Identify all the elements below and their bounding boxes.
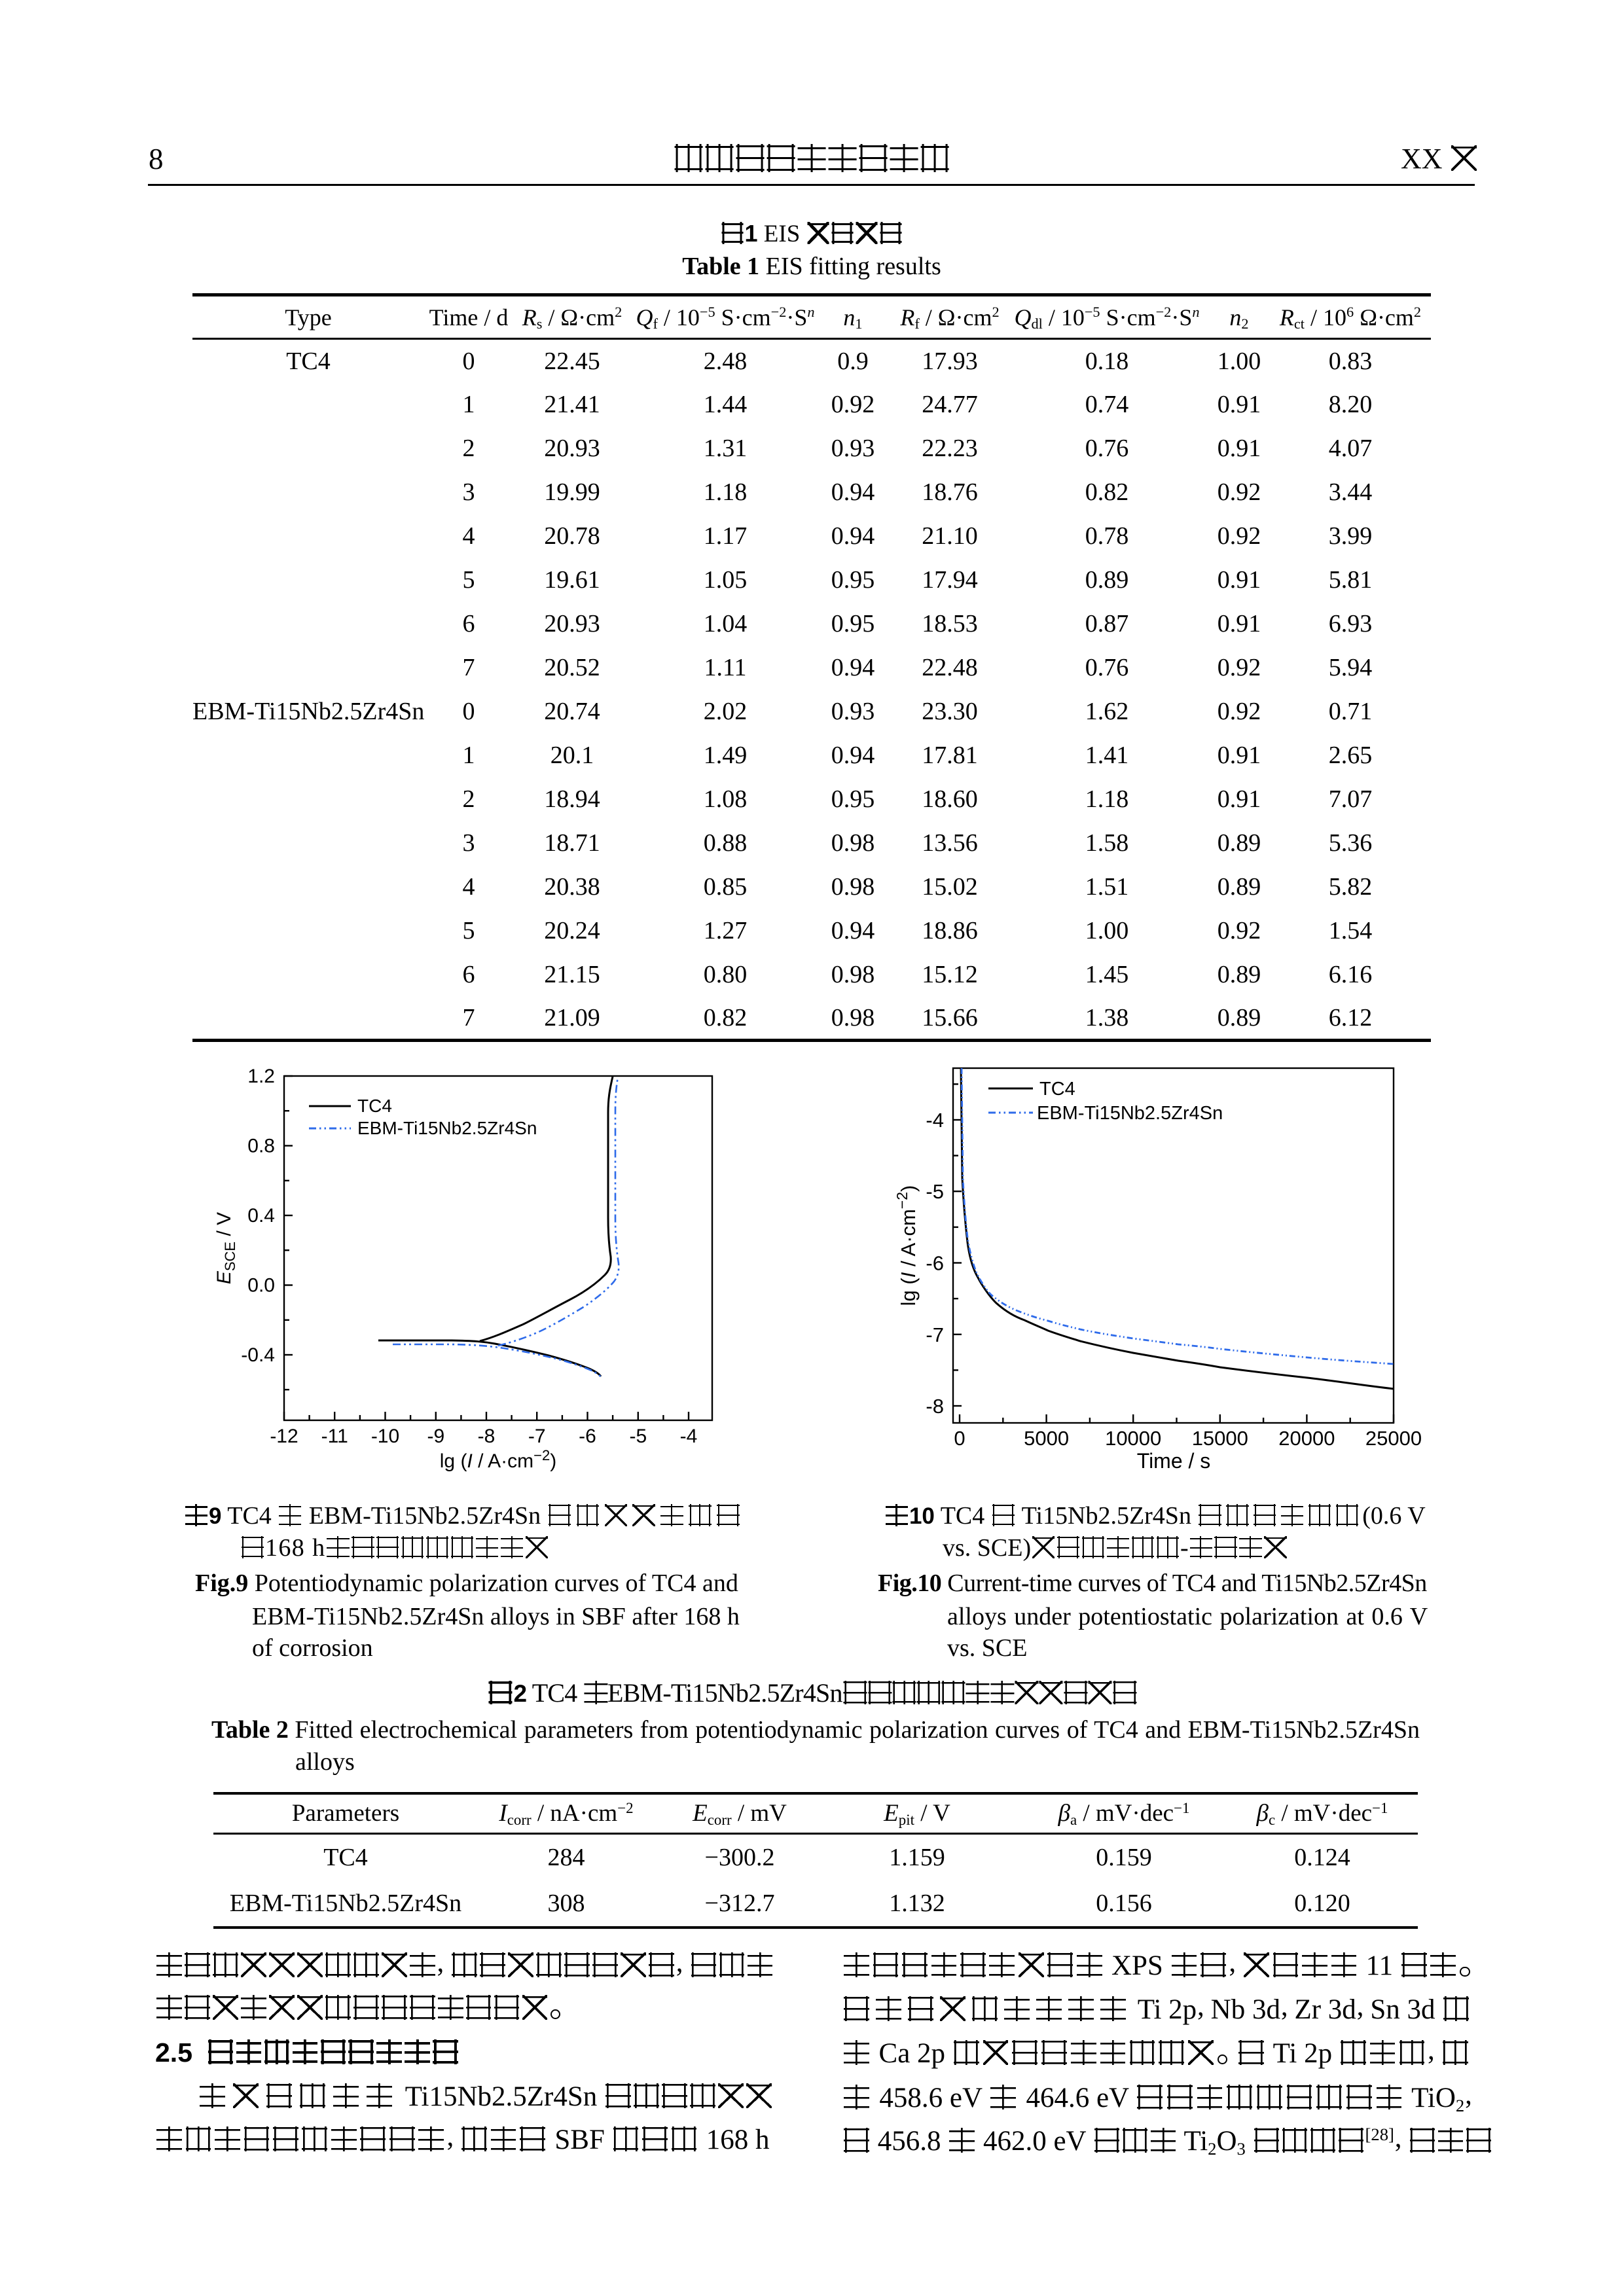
svg-text:-6: -6	[579, 1426, 596, 1447]
svg-text:-5: -5	[629, 1426, 647, 1447]
svg-text:-10: -10	[371, 1426, 399, 1447]
svg-text:EBM-Ti15Nb2.5Zr4Sn: EBM-Ti15Nb2.5Zr4Sn	[1037, 1103, 1223, 1124]
svg-text:-5: -5	[926, 1180, 944, 1203]
svg-text:0.8: 0.8	[247, 1136, 275, 1157]
svg-text:EBM-Ti15Nb2.5Zr4Sn: EBM-Ti15Nb2.5Zr4Sn	[357, 1118, 537, 1138]
svg-text:-0.4: -0.4	[241, 1344, 275, 1366]
svg-text:-11: -11	[321, 1426, 348, 1447]
svg-text:0: 0	[954, 1427, 965, 1450]
svg-text:5000: 5000	[1024, 1427, 1069, 1450]
svg-text:Time / s: Time / s	[1137, 1449, 1211, 1473]
svg-text:-7: -7	[926, 1323, 944, 1346]
svg-text:-4: -4	[680, 1426, 698, 1447]
svg-text:20000: 20000	[1278, 1427, 1335, 1450]
svg-text:-12: -12	[270, 1426, 298, 1447]
svg-text:TC4: TC4	[1039, 1079, 1075, 1100]
svg-text:0.0: 0.0	[247, 1275, 275, 1297]
svg-text:1.2: 1.2	[247, 1066, 275, 1087]
svg-text:ESCE / V: ESCE / V	[213, 1212, 238, 1284]
svg-text:-6: -6	[926, 1252, 944, 1275]
svg-text:lg (I / A·cm−2): lg (I / A·cm−2)	[893, 1185, 920, 1306]
svg-text:lg (I / A·cm−2): lg (I / A·cm−2)	[440, 1447, 556, 1472]
svg-text:-7: -7	[528, 1426, 546, 1447]
svg-text:15000: 15000	[1192, 1427, 1248, 1450]
svg-text:TC4: TC4	[357, 1096, 392, 1116]
svg-text:10000: 10000	[1105, 1427, 1161, 1450]
svg-text:-9: -9	[427, 1426, 444, 1447]
svg-text:-4: -4	[926, 1109, 944, 1132]
svg-text:0.4: 0.4	[247, 1205, 275, 1227]
svg-text:-8: -8	[478, 1426, 496, 1447]
svg-text:-8: -8	[926, 1395, 944, 1418]
svg-text:25000: 25000	[1365, 1427, 1422, 1450]
